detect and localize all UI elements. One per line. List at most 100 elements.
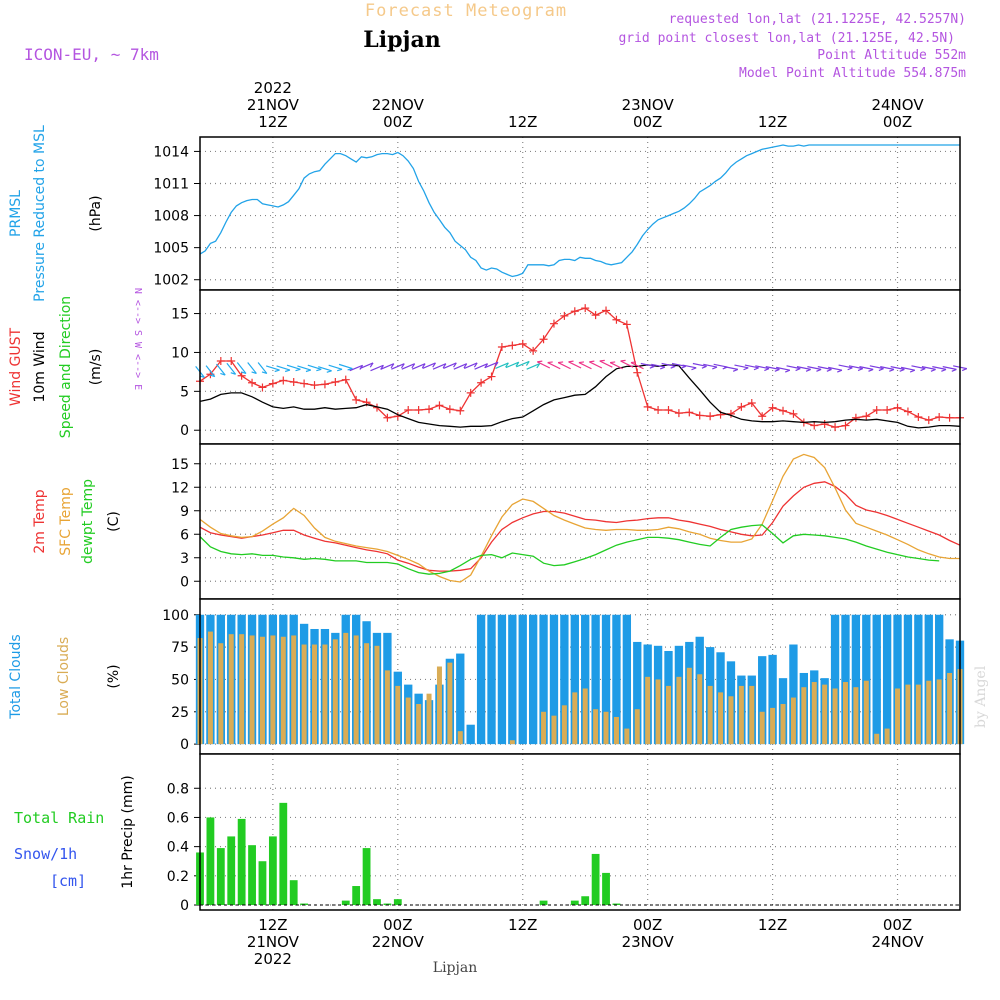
gust-marker xyxy=(289,378,298,386)
low-cloud-bar xyxy=(457,731,463,745)
gust-marker xyxy=(706,412,715,421)
low-cloud-bar xyxy=(686,667,692,745)
gust-marker xyxy=(674,409,683,418)
gust-marker xyxy=(768,403,777,412)
total-cloud-bar xyxy=(601,614,611,745)
wind-arrow xyxy=(723,366,738,370)
low-cloud-bar xyxy=(509,740,515,745)
gust-marker xyxy=(539,335,548,344)
wind-arrow xyxy=(942,366,957,370)
wind-arrow xyxy=(297,365,311,371)
wind-arrow-head xyxy=(421,363,426,369)
point-altitude: Point Altitude 552m xyxy=(817,48,966,63)
low-cloud-bar xyxy=(842,682,848,745)
wind-arrow xyxy=(453,363,467,370)
gust-marker xyxy=(810,421,819,430)
gust-marker xyxy=(685,408,694,417)
low-cloud-bar xyxy=(780,704,786,745)
gust-marker xyxy=(883,406,892,414)
low-cloud-bar xyxy=(895,688,901,745)
wind-arrow-head xyxy=(691,367,697,371)
wind-arrow xyxy=(443,362,457,369)
panel-label-precip: 1hr Precip (mm) xyxy=(120,775,136,888)
bottom-time-label: 22NOV xyxy=(372,933,425,951)
gust-marker xyxy=(237,371,246,380)
wind-arrow-head xyxy=(568,360,574,363)
ytick-label-wind: 0 xyxy=(180,423,189,439)
rain-bar xyxy=(289,880,298,905)
low-cloud-bar xyxy=(832,688,838,745)
gust-marker xyxy=(529,346,538,355)
gust-marker xyxy=(862,412,871,421)
low-cloud-bar xyxy=(364,643,370,745)
ytick-label-temp: 12 xyxy=(171,480,189,496)
wind-arrow-head xyxy=(295,368,301,372)
wind-arrow-head xyxy=(660,366,666,370)
low-cloud-bar xyxy=(738,685,744,745)
low-cloud-bar xyxy=(551,715,557,745)
wind-arrow-head xyxy=(805,368,811,372)
wind-arrow xyxy=(526,363,540,370)
wind-arrow xyxy=(359,362,374,369)
panel-bg-temp xyxy=(200,444,960,599)
low-cloud-bar xyxy=(624,728,630,745)
total-cloud-bar xyxy=(924,614,933,745)
gust-marker xyxy=(581,304,590,313)
wind-arrow-head xyxy=(680,365,686,369)
top-time-label: 24NOV xyxy=(871,96,924,114)
wind-arrow xyxy=(599,360,613,368)
low-cloud-bar xyxy=(905,684,911,745)
low-cloud-bar xyxy=(541,711,547,745)
total-cloud-bar xyxy=(872,614,881,745)
wind-arrow-head xyxy=(899,368,905,372)
wind-arrow-head xyxy=(599,359,605,362)
gust-marker xyxy=(831,423,840,432)
panel-label-wind: Wind GUST xyxy=(8,327,24,406)
wind-arrow-head xyxy=(951,368,957,372)
wind-arrow-head xyxy=(400,363,405,369)
precip-side-label: [cm] xyxy=(50,872,86,890)
wind-arrow xyxy=(578,362,592,370)
rain-bar xyxy=(581,896,590,905)
top-time-label: 00Z xyxy=(383,113,412,131)
gust-marker xyxy=(425,405,434,414)
low-cloud-bar xyxy=(353,635,359,745)
wind-arrow-head xyxy=(857,368,863,372)
top-time-label: 00Z xyxy=(883,113,912,131)
gust-marker xyxy=(497,343,506,351)
gust-marker xyxy=(758,412,767,421)
gust-marker xyxy=(216,357,225,365)
wind-arrow-head xyxy=(670,365,676,369)
total-cloud-bar xyxy=(758,656,767,745)
wind-arrow-head xyxy=(868,368,874,372)
wind-arrow xyxy=(495,362,509,369)
wind-arrow xyxy=(932,366,947,370)
top-time-label: 23NOV xyxy=(622,96,675,114)
gust-marker xyxy=(268,379,277,388)
gust-marker xyxy=(310,381,319,390)
rain-bar xyxy=(373,899,381,905)
wind-arrow xyxy=(568,361,582,369)
low-cloud-bar xyxy=(728,696,734,745)
wind-arrow xyxy=(391,363,405,370)
low-cloud-bar xyxy=(634,709,640,745)
gust-marker xyxy=(435,401,444,410)
wind-arrow xyxy=(516,360,530,368)
ytick-label-temp: 0 xyxy=(180,574,189,590)
wind-arrow xyxy=(589,361,603,369)
low-cloud-bar xyxy=(645,676,651,745)
panel-label-temp: 2m Temp xyxy=(32,489,48,553)
wind-arrow-head xyxy=(525,361,530,366)
low-cloud-bar xyxy=(332,639,338,745)
panel-label-temp: (C) xyxy=(106,511,122,532)
gust-marker xyxy=(487,372,496,381)
panel-label-pressure: (hPa) xyxy=(88,195,104,231)
low-cloud-bar xyxy=(572,692,578,745)
gust-marker xyxy=(851,413,860,422)
wind-arrow xyxy=(900,366,915,371)
wind-arrow xyxy=(216,363,226,376)
app-title: Forecast Meteogram xyxy=(365,1,567,21)
gust-marker xyxy=(518,339,527,348)
rain-bar xyxy=(570,900,579,905)
